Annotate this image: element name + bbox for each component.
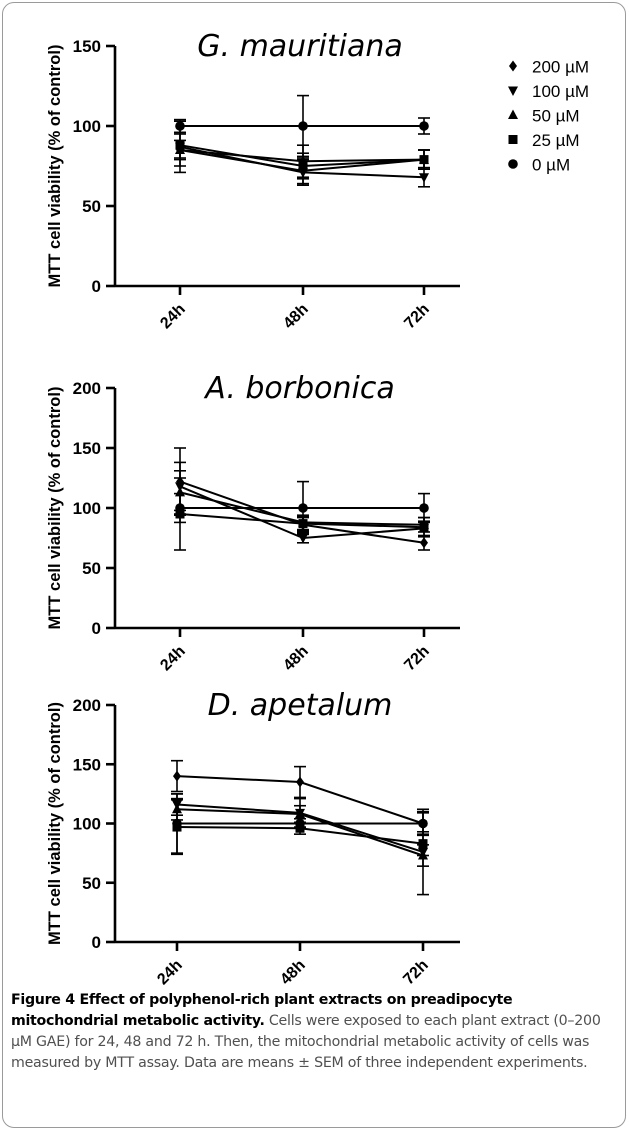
data-point: [420, 537, 428, 549]
chart-title: D. apetalum: [208, 688, 393, 723]
legend-label: 100 µM: [532, 82, 589, 101]
data-point: [298, 161, 308, 171]
data-point: [419, 155, 429, 165]
y-tick-label: 0: [92, 933, 101, 952]
y-tick-label: 50: [82, 874, 101, 893]
y-tick-label: 150: [73, 37, 101, 56]
legend-label: 25 µM: [532, 131, 580, 150]
chart-title: G. mauritiana: [197, 29, 403, 64]
legend-marker: [508, 86, 518, 96]
figure-caption: Figure 4 Effect of polyphenol-rich plant…: [11, 990, 617, 1074]
caption-text: Cells were exposed to each plant extract…: [11, 1013, 601, 1071]
x-tick-label: 72h: [401, 643, 433, 675]
chart-panel: 0 50 100 150 24h 48h 72h MTT cell viability (% …: [46, 29, 589, 332]
legend: 200 µM 100 µM 50 µM 25 µM 0 µM: [508, 58, 589, 175]
y-tick-label: 50: [82, 197, 101, 216]
figure-panels: 0 50 100 150 24h 48h 72h MTT cell viability (% …: [46, 29, 589, 985]
series: [174, 480, 430, 536]
y-tick-label: 0: [92, 619, 101, 638]
data-point: [418, 839, 428, 849]
chart-title: A. borbonica: [203, 371, 395, 406]
x-tick-label: 48h: [280, 301, 312, 333]
caption-title: Figure 4 Effect of polyphenol-rich plant…: [11, 992, 513, 1029]
data-point: [175, 503, 185, 513]
legend-marker: [508, 109, 518, 119]
y-axis-label: MTT cell viability (% of control): [46, 702, 64, 945]
y-axis-label: MTT cell viability (% of control): [46, 387, 64, 630]
data-point: [172, 818, 182, 829]
legend-label: 50 µM: [532, 107, 580, 126]
x-tick-label: 24h: [154, 957, 186, 985]
x-tick-label: 48h: [277, 957, 309, 985]
y-tick-label: 50: [82, 559, 101, 578]
legend-label: 200 µM: [532, 58, 589, 77]
x-tick-label: 48h: [280, 643, 312, 675]
y-tick-label: 0: [92, 277, 101, 296]
x-tick-label: 24h: [157, 301, 189, 333]
x-tick-label: 72h: [401, 301, 433, 333]
y-tick-label: 150: [73, 439, 101, 458]
data-point: [298, 534, 308, 544]
data-point: [419, 522, 429, 532]
y-tick-label: 200: [73, 696, 101, 715]
data-point: [296, 776, 304, 788]
data-point: [298, 503, 308, 513]
data-point: [298, 121, 308, 131]
y-tick-label: 100: [73, 499, 101, 518]
chart-panel: 0 50 100 150 200 24h 48h 72h MTT cell viability …: [46, 371, 460, 674]
y-tick-label: 100: [73, 815, 101, 834]
y-axis-label: MTT cell viability (% of control): [46, 45, 64, 288]
data-point: [295, 818, 305, 829]
x-tick-label: 24h: [157, 643, 189, 675]
series: [171, 793, 429, 854]
y-tick-label: 150: [73, 755, 101, 774]
legend-label: 0 µM: [532, 156, 570, 175]
y-tick-label: 100: [73, 117, 101, 136]
data-point: [173, 770, 181, 782]
chart-panel: 0 50 100 150 200 24h 48h 72h MTT cell viability …: [46, 688, 460, 985]
data-point: [419, 173, 429, 183]
legend-marker: [509, 60, 517, 72]
data-point: [175, 121, 185, 131]
x-tick-label: 72h: [400, 957, 432, 985]
data-point: [419, 503, 429, 513]
data-point: [295, 808, 305, 819]
data-point: [175, 140, 185, 150]
legend-marker: [508, 159, 518, 169]
data-point: [418, 818, 428, 829]
data-point: [419, 121, 429, 131]
legend-marker: [508, 135, 518, 144]
y-tick-label: 200: [73, 379, 101, 398]
series: [174, 94, 430, 158]
